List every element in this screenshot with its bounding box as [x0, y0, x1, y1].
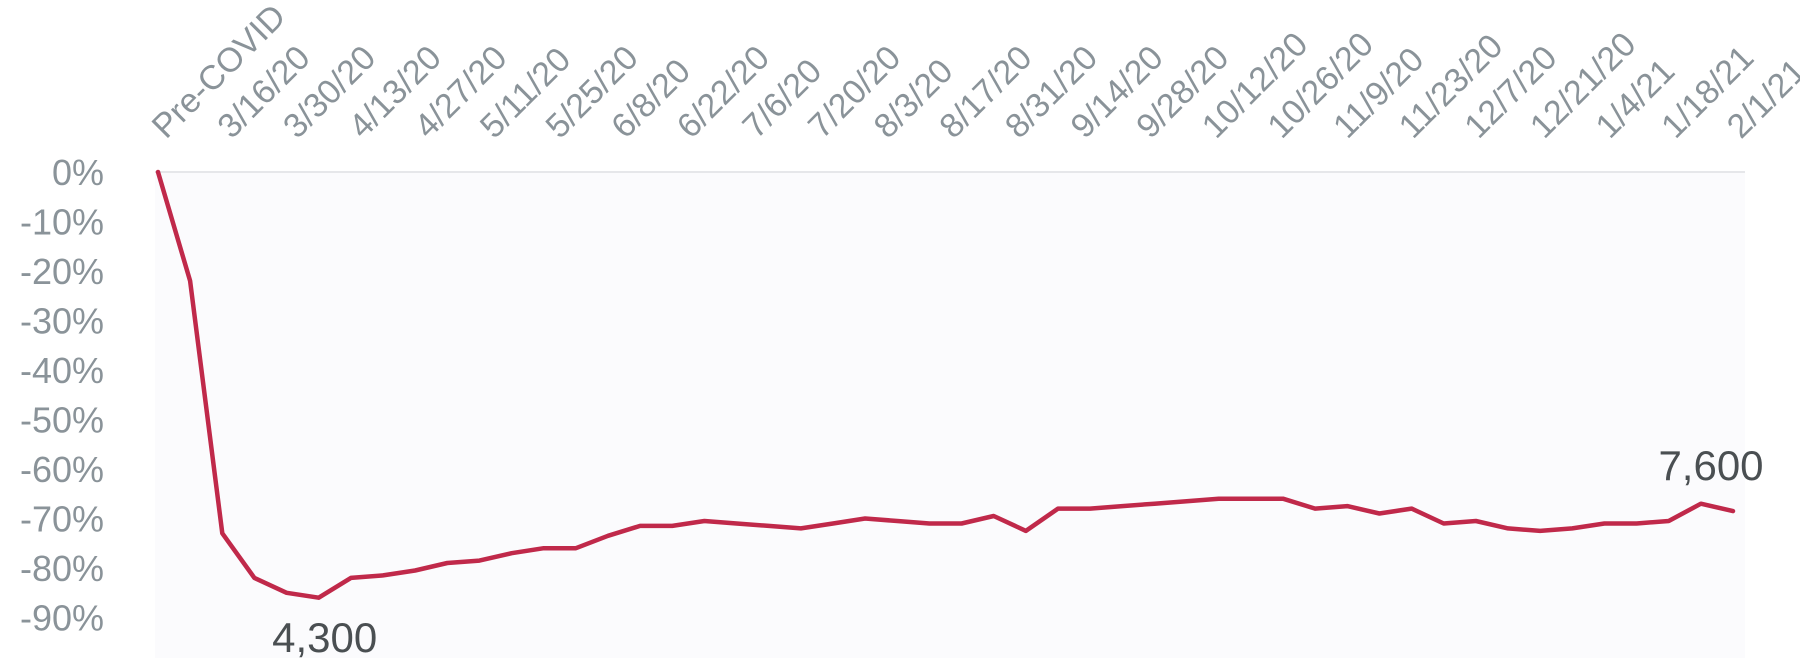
annotation-latest: 7,600	[1658, 442, 1763, 489]
y-tick-label: -70%	[20, 499, 104, 540]
y-tick-label: 0%	[52, 152, 104, 193]
y-tick-label: -90%	[20, 598, 104, 639]
y-axis: 0% -10% -20% -30% -40% -50% -60% -70% -80% -90%	[20, 152, 104, 639]
y-tick-label: -30%	[20, 301, 104, 342]
y-tick-label: -50%	[20, 400, 104, 441]
x-axis: Pre-COVID3/16/203/30/204/13/204/27/205/1…	[145, 0, 1800, 146]
series-line	[155, 169, 1736, 600]
y-tick-label: -60%	[20, 449, 104, 490]
annotation-low: 4,300	[272, 614, 377, 658]
y-tick-label: -10%	[20, 202, 104, 243]
plot-background	[155, 172, 1745, 658]
y-tick-label: -80%	[20, 548, 104, 589]
annotation-layer: 4,300 7,600	[272, 442, 1763, 658]
series-layer	[155, 169, 1736, 600]
y-tick-label: -40%	[20, 350, 104, 391]
y-tick-label: -20%	[20, 251, 104, 292]
